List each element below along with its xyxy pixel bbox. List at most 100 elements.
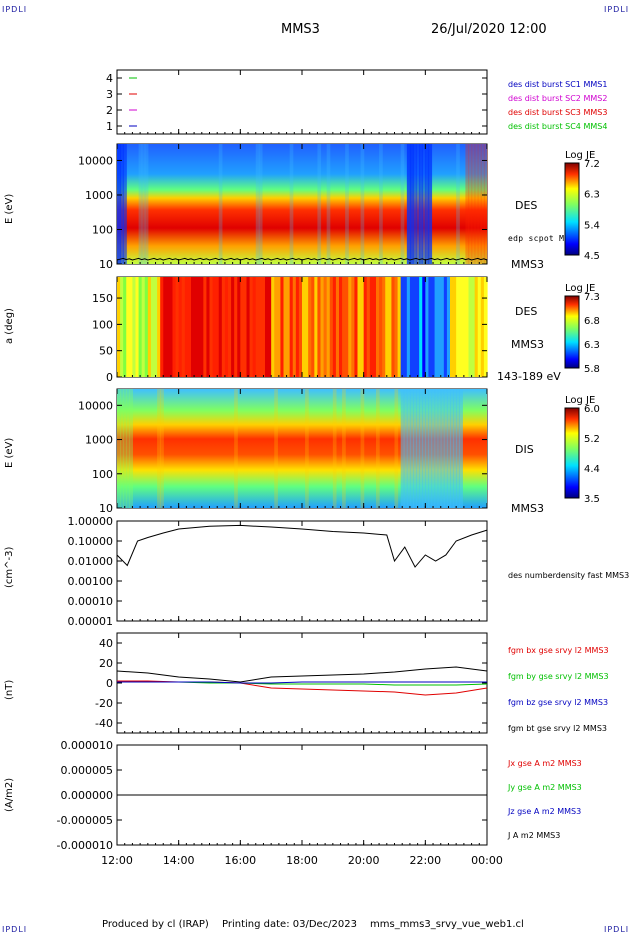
- availability-ytick-label: 3: [106, 88, 113, 101]
- des-pitch-column: [339, 277, 343, 377]
- des-pitch-column: [175, 277, 180, 377]
- des_energy-spectrogram-column: [218, 144, 223, 264]
- des-pitch-column: [231, 277, 235, 377]
- footer-printing-date: Printing date: 03/Dec/2023: [222, 919, 358, 930]
- des_energy-spectrogram-column: [474, 144, 479, 264]
- des-pitch-column: [252, 277, 257, 377]
- des_energy-spectrogram: [117, 144, 488, 264]
- dis_energy-spectrogram: [117, 389, 487, 508]
- dis_energy-spectrogram-column: [440, 389, 445, 508]
- corner-label-top-right: IPDLI: [604, 5, 630, 14]
- bfield-ytick-label: 40: [99, 637, 113, 650]
- des-pitch-column: [351, 277, 356, 377]
- bfield-ytick-label: -20: [95, 697, 113, 710]
- des_energy-spectrogram-column: [360, 144, 365, 264]
- des_energy-colorbar-label: 6.3: [584, 190, 600, 201]
- des_energy-spectrogram-column: [144, 144, 149, 264]
- dis_energy-spectrogram-column: [443, 389, 448, 508]
- des-pitch-column: [376, 277, 380, 377]
- des_energy-colorbar-label: 5.4: [584, 220, 600, 231]
- des-pitch-column: [194, 277, 198, 377]
- des-pitch-column: [394, 277, 399, 377]
- des-energy-sc: MMS3: [511, 258, 544, 271]
- dis_energy-spectrogram-column: [434, 389, 439, 508]
- des-pitch-column: [483, 277, 488, 377]
- des-pitch-column: [360, 277, 365, 377]
- bfield-ytick-label: 20: [99, 657, 113, 670]
- des-pitch-column: [144, 277, 149, 377]
- des_pitch-ytick-label: 100: [92, 318, 113, 331]
- dis_energy-spectrogram-column: [425, 389, 430, 508]
- des_pitch-colorbar-label: 5.8: [584, 364, 600, 375]
- des-pitch-column: [283, 277, 288, 377]
- dis_energy-spectrogram-column: [403, 389, 408, 508]
- des_energy-spectrogram-column: [317, 144, 322, 264]
- des-pitch-column: [403, 277, 408, 377]
- des-pitch-column: [422, 277, 426, 377]
- dis_energy-spectrogram-column: [305, 389, 309, 508]
- des-pitch-column: [141, 277, 146, 377]
- des-pitch-column: [385, 277, 389, 377]
- footer-filename: mms_mms3_srvy_vue_web1.cl: [370, 919, 524, 930]
- des-pitch-column: [317, 277, 322, 377]
- des-pitch-column: [206, 277, 211, 377]
- des_energy-spectrogram-column: [409, 144, 414, 264]
- des-pitch-column: [409, 277, 414, 377]
- des-pitch-column: [277, 277, 282, 377]
- des-pitch-column: [462, 277, 467, 377]
- des-pitch-column: [126, 277, 130, 377]
- dis_energy-ytick-label: 100: [92, 468, 113, 481]
- des-pitch-column: [314, 277, 319, 377]
- des-pitch-column: [218, 277, 223, 377]
- des-pitch-column: [138, 277, 143, 377]
- des_energy-spectrogram-column: [258, 144, 263, 264]
- des-pitch-column: [221, 277, 226, 377]
- density-legend: des numberdensity fast MMS3: [508, 571, 629, 580]
- dis_energy-spectrogram-column: [422, 389, 426, 508]
- current-legend-1: Jx gse A m2 MMS3: [507, 759, 582, 768]
- des_pitch-colorbar: [564, 295, 580, 369]
- time-tick-label: 18:00: [286, 854, 318, 867]
- datetime-title: 26/Jul/2020 12:00: [431, 22, 547, 37]
- des-pitch-column: [117, 277, 121, 377]
- des-pitch-column: [286, 277, 291, 377]
- dis_energy-spectrogram-column: [117, 389, 121, 508]
- corner-label-bottom-left: IPDLI: [2, 925, 28, 934]
- des-pitch-column: [166, 277, 171, 377]
- dis_energy-colorbar-label: 3.5: [584, 494, 600, 505]
- des-pitch-column: [372, 277, 377, 377]
- des-pitch-column: [298, 277, 303, 377]
- des-pitch-column: [413, 277, 417, 377]
- dis_energy-spectrogram-column: [157, 389, 161, 508]
- dis_energy-spectrogram-column: [160, 389, 164, 508]
- des_energy-spectrogram-column: [465, 144, 470, 264]
- des_energy-colorbar: [564, 162, 580, 256]
- des-pitch-column: [400, 277, 405, 377]
- density-ytick-label: 0.00001: [68, 615, 114, 628]
- des-pitch-sc: MMS3: [511, 338, 544, 351]
- dis_energy-spectrogram-column: [437, 389, 442, 508]
- availability-legend-2: des dist burst SC2 MMS2: [508, 94, 607, 103]
- des-pitch-column: [129, 277, 134, 377]
- dis-energy-cbar-title: Log JE: [565, 395, 596, 406]
- des-pitch-column: [197, 277, 201, 377]
- des-pitch-column: [440, 277, 445, 377]
- des-pitch-column: [237, 277, 241, 377]
- dis_energy-spectrogram-column: [120, 389, 124, 508]
- des-pitch-column: [342, 277, 346, 377]
- des-pitch-column: [181, 277, 186, 377]
- bfield-line-3: [117, 681, 487, 684]
- des-pitch-column: [120, 277, 124, 377]
- density-ytick-label: 0.10000: [68, 535, 114, 548]
- des-pitch-column: [123, 277, 127, 377]
- availability-legend-1: des dist burst SC1 MMS1: [508, 80, 607, 89]
- des_energy-colorbar-label: 4.5: [584, 251, 600, 262]
- dis_energy-spectrogram-column: [126, 389, 130, 508]
- availability-frame: [116, 69, 488, 135]
- des-pitch-column: [209, 277, 214, 377]
- des_energy-spectrogram-column: [416, 144, 420, 264]
- density-frame: [116, 520, 488, 622]
- des-pitch-column: [379, 277, 383, 377]
- dis_energy-colorbar-label: 5.2: [584, 434, 600, 445]
- des-pitch-column: [246, 277, 251, 377]
